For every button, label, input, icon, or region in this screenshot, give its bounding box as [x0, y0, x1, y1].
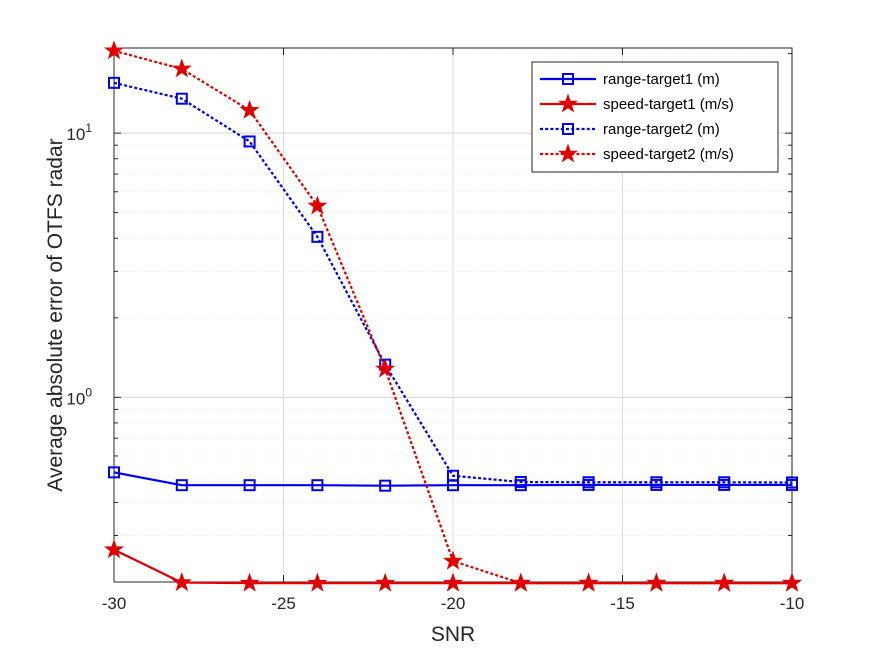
- x-tick-label: -15: [610, 594, 635, 613]
- x-axis-title: SNR: [431, 623, 475, 646]
- series-2-point: [307, 572, 328, 592]
- x-tick-label: -20: [441, 594, 466, 613]
- series-3-point: [650, 476, 663, 489]
- series-2-point: [375, 572, 396, 592]
- series-3-point: [311, 230, 324, 243]
- series-2-point: [103, 539, 125, 559]
- series-4-point: [578, 572, 599, 592]
- series-1-point: [311, 479, 324, 492]
- legend-label: range-target2 (m): [603, 121, 720, 138]
- series-1-point: [379, 479, 392, 492]
- series-4-point: [103, 40, 125, 60]
- legend-item: speed-target1 (m/s): [540, 93, 734, 113]
- series-4-point: [375, 358, 396, 378]
- series-4-point: [442, 550, 464, 570]
- y-tick-label: 100: [66, 385, 92, 408]
- legend-marker: [562, 73, 574, 85]
- series-4-point: [646, 572, 667, 592]
- series-3-point: [514, 476, 527, 489]
- legend-marker: [557, 93, 579, 113]
- series-1-point: [175, 479, 188, 492]
- series-2-point: [239, 572, 260, 592]
- x-tick-label: -10: [780, 594, 805, 613]
- series-4: [103, 40, 803, 592]
- series-4-point: [510, 572, 531, 592]
- series-3-point: [175, 92, 188, 105]
- series-1-point: [108, 466, 120, 479]
- legend-marker: [562, 123, 574, 135]
- y-tick-label: 101: [66, 121, 92, 144]
- series-2-point: [442, 572, 464, 592]
- series-3-line: [113, 81, 793, 484]
- series-4-point: [714, 572, 735, 592]
- series-3-point: [582, 476, 595, 489]
- series-4-point: [781, 572, 803, 592]
- legend-label: range-target1 (m): [603, 71, 720, 88]
- series-4-point: [307, 195, 328, 215]
- series-1-line: [113, 471, 792, 487]
- series-3-point: [718, 476, 731, 489]
- legend-label: speed-target1 (m/s): [603, 96, 734, 113]
- series-3-point: [243, 135, 256, 148]
- legend: range-target1 (m) speed-target1 (m/s) rang…: [531, 61, 779, 173]
- legend-label: speed-target2 (m/s): [603, 146, 734, 163]
- legend-item: speed-target2 (m/s): [540, 143, 734, 163]
- series-3-point: [786, 476, 798, 489]
- tick-labels: -30 -25 -20 -15 -10 100 101: [66, 121, 804, 613]
- series-2-point: [171, 572, 192, 592]
- series-layer: [103, 40, 803, 592]
- series-1-point: [243, 479, 256, 492]
- series-3-point: [447, 469, 459, 482]
- series-3-point: [108, 76, 120, 89]
- legend-item: range-target1 (m): [540, 71, 720, 88]
- x-tick-label: -30: [102, 594, 127, 613]
- legend-item: range-target2 (m): [540, 121, 720, 138]
- x-tick-label: -25: [271, 594, 296, 613]
- series-4-point: [239, 99, 260, 119]
- series-4-point: [171, 58, 192, 78]
- y-axis-title: Average absolute error of OTFS radar: [44, 138, 67, 491]
- legend-marker: [557, 143, 579, 163]
